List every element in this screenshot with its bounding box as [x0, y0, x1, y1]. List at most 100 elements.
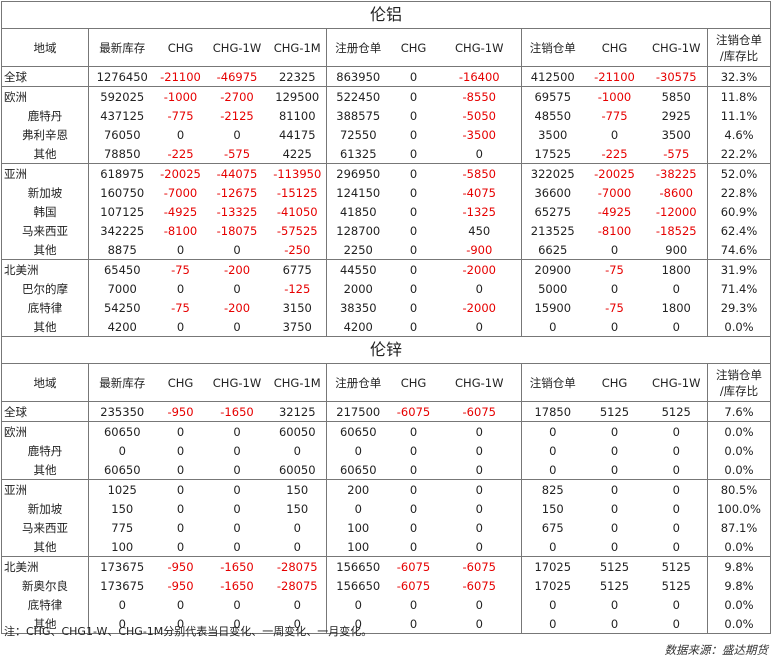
table-row: 其他 78850 -225 -575 4225 61325 0 0 17525 -225 -575 2… — [1, 144, 772, 164]
column-header: CHG-1W — [205, 28, 269, 67]
value-cell: 72550 — [326, 125, 390, 144]
value-cell: -16400 — [458, 69, 500, 84]
column-header-line: 注销仓单 — [716, 32, 762, 47]
value-cell: 0.0% — [706, 421, 772, 441]
table-row: 底特律 54250 -75 -200 3150 38350 0 -2000 15900 -75 18… — [1, 298, 772, 317]
column-header: CHG-1M — [268, 363, 327, 402]
value-cell: 5125 — [661, 404, 691, 419]
region-name: 亚洲 — [1, 479, 89, 499]
value-cell: -18525 — [655, 223, 697, 238]
value-cell: 0 — [409, 146, 418, 161]
column-header: CHG-1W — [645, 363, 708, 402]
value-cell: 4.6% — [706, 125, 772, 144]
value-cell: 81100 — [278, 108, 316, 123]
value-cell: 0 — [205, 479, 269, 499]
value-cell: 60650 — [88, 421, 156, 441]
value-cell: 0 — [672, 443, 680, 458]
value-cell: 87.1% — [706, 518, 772, 537]
value-cell: 17850 — [521, 401, 584, 422]
value-cell: 71.4% — [706, 279, 772, 298]
value-cell: -75 — [155, 259, 206, 279]
value-cell: 0 — [293, 520, 301, 535]
value-cell: 4200 — [88, 317, 156, 337]
value-cell: -12000 — [655, 204, 697, 219]
column-header: 最新库存 — [88, 363, 156, 402]
value-cell: 1800 — [661, 300, 691, 315]
value-cell: 0 — [409, 204, 418, 219]
table-row: 其他 0 0 0 0 0 0 0 0 0 0 0.0% — [1, 614, 772, 634]
value-cell: 0 — [205, 614, 269, 634]
table-row: 巴尔的摩 7000 0 0 -125 2000 0 0 5000 0 0 71.4% — [1, 279, 772, 298]
value-cell: -12675 — [216, 185, 258, 200]
value-cell: -15125 — [276, 185, 318, 200]
region-name: 欧洲 — [1, 421, 89, 441]
value-cell: 0 — [672, 501, 680, 516]
table-row: 新奥尔良 173675 -950 -1650 -28075 156650 -6075 -607… — [1, 576, 772, 595]
value-cell: 0.0% — [706, 441, 772, 460]
value-cell: 2250 — [326, 240, 390, 260]
value-cell: 0 — [233, 520, 241, 535]
value-cell: 3500 — [521, 125, 584, 144]
value-cell: 29.3% — [706, 298, 772, 317]
value-cell: 17025 — [521, 576, 584, 595]
value-cell: -21100 — [594, 69, 635, 84]
value-cell: -4075 — [462, 185, 496, 200]
value-cell: -200 — [205, 259, 269, 279]
value-cell: 6625 — [521, 240, 584, 260]
value-cell: 124150 — [326, 183, 390, 202]
value-cell: 322025 — [521, 163, 584, 183]
value-cell: 69575 — [521, 86, 584, 106]
value-cell: 65275 — [521, 202, 584, 221]
value-cell: 0 — [521, 421, 584, 441]
value-cell: -1650 — [220, 404, 254, 419]
location-name: 巴尔的摩 — [1, 279, 89, 298]
value-cell: 5125 — [599, 404, 630, 419]
value-cell: -46975 — [216, 69, 258, 84]
value-cell: 0 — [326, 441, 390, 460]
value-cell: 60050 — [278, 462, 316, 477]
value-cell: 0 — [610, 539, 619, 554]
value-cell: 0 — [437, 479, 522, 499]
location-name: 弗利辛恩 — [1, 125, 89, 144]
value-cell: 0 — [409, 597, 418, 612]
value-cell: 0 — [475, 146, 483, 161]
table-row: 全球 235350 -950 -1650 32125 217500 -6075 -6075 17… — [1, 401, 772, 422]
value-cell: 0 — [475, 520, 483, 535]
column-header: CHG — [155, 363, 206, 402]
value-cell: 31.9% — [706, 259, 772, 279]
value-cell: 235350 — [88, 401, 156, 422]
value-cell: 60.9% — [706, 202, 772, 221]
value-cell: 60050 — [268, 421, 327, 441]
value-cell: 0 — [176, 597, 185, 612]
column-header-row: 地域 最新库存 CHG CHG-1W CHG-1M 注册仓单 CHG CHG-1W 注销仓单 CH… — [1, 28, 772, 67]
column-header: CHG — [155, 28, 206, 67]
value-cell: -5850 — [437, 163, 522, 183]
value-cell: -75 — [583, 259, 646, 279]
value-cell: 0 — [389, 614, 438, 634]
value-cell: 0 — [610, 281, 619, 296]
column-header: 注销仓单 — [521, 363, 584, 402]
column-header: CHG-1W — [437, 28, 522, 67]
value-cell: 0 — [326, 595, 390, 614]
value-cell: 0 — [176, 539, 185, 554]
value-cell: 6775 — [268, 259, 327, 279]
value-cell: 100 — [88, 537, 156, 557]
table-row: 新加坡 160750 -7000 -12675 -15125 124150 0 -4075 36… — [1, 183, 772, 202]
value-cell: 0 — [521, 441, 584, 460]
value-cell: 0 — [155, 479, 206, 499]
table-row: 其他 8875 0 0 -250 2250 0 -900 6625 0 900 74.6% — [1, 240, 772, 260]
table-row: 鹿特丹 0 0 0 0 0 0 0 0 0 0 0.0% — [1, 441, 772, 460]
value-cell: 0 — [176, 443, 185, 458]
value-cell: 388575 — [326, 106, 390, 125]
region-name: 全球 — [1, 401, 89, 422]
value-cell: 0.0% — [706, 317, 772, 337]
value-cell: 7.6% — [706, 401, 772, 422]
value-cell: 32125 — [278, 404, 316, 419]
value-cell: 0 — [437, 614, 522, 634]
value-cell: 0 — [409, 319, 418, 334]
value-cell: -41050 — [276, 204, 318, 219]
table-row: 全球 1276450 -21100 -46975 22325 863950 0 -16400 4… — [1, 66, 772, 87]
value-cell: 0 — [233, 127, 241, 142]
value-cell: 0 — [88, 441, 156, 460]
